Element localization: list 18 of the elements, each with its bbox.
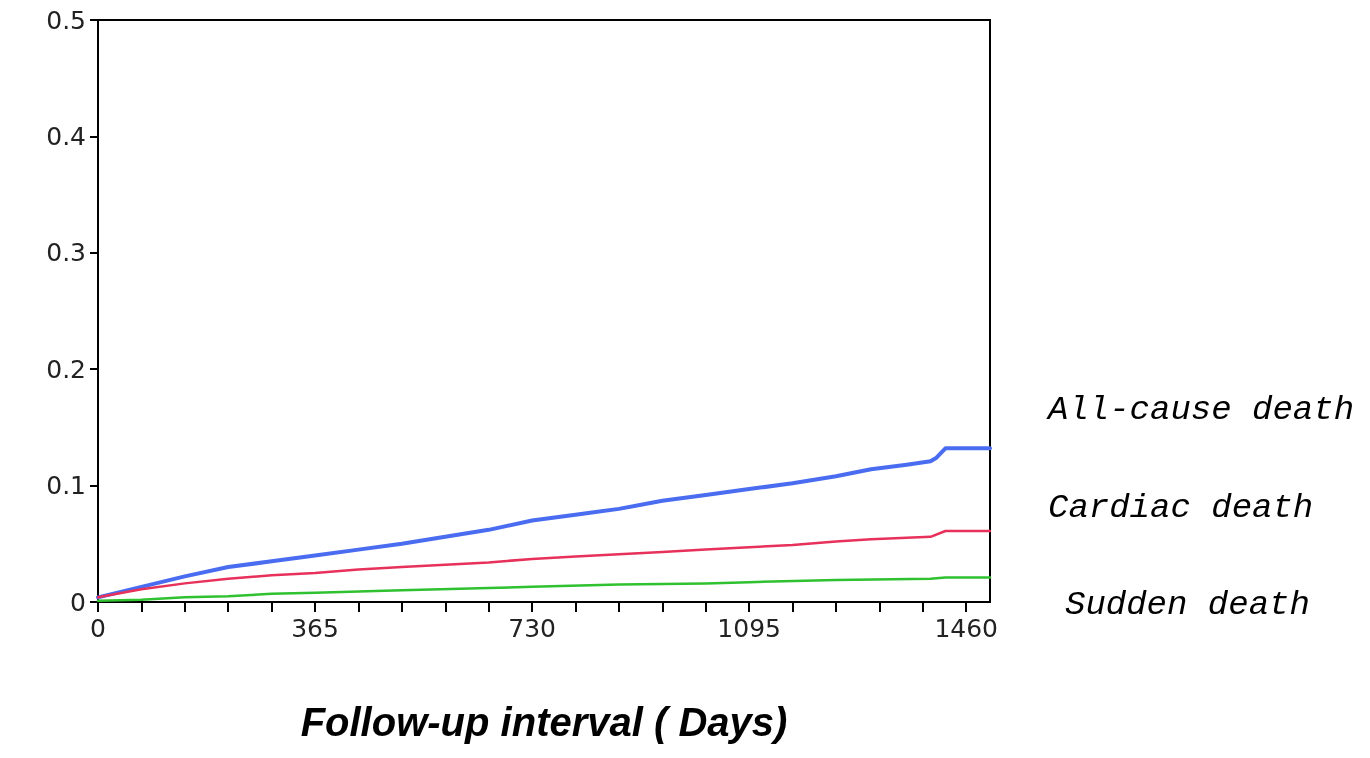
x-tick-label: 1460 bbox=[934, 614, 999, 643]
y-tick-label: 0.2 bbox=[46, 354, 86, 384]
line-series bbox=[96, 529, 992, 599]
line-series bbox=[96, 576, 992, 603]
series-label: Cardiac death bbox=[1048, 489, 1314, 527]
y-tick-label: 0.3 bbox=[46, 238, 86, 268]
x-tick-label: 365 bbox=[291, 614, 339, 643]
line-series bbox=[96, 446, 992, 600]
x-axis-title: Follow-up interval ( Days) bbox=[300, 700, 788, 744]
x-tick-label: 0 bbox=[90, 614, 106, 643]
y-tick-label: 0.5 bbox=[46, 5, 86, 35]
y-tick-label: 0.4 bbox=[46, 121, 86, 151]
text: Sudden death bbox=[1065, 585, 1310, 624]
y-tick-label: 0.1 bbox=[46, 471, 86, 501]
y-tick-label: 0 bbox=[70, 587, 86, 617]
x-tick-label: 730 bbox=[508, 614, 556, 643]
x-tick-label: 1095 bbox=[717, 614, 781, 643]
series-label: All-cause death bbox=[1046, 391, 1355, 430]
